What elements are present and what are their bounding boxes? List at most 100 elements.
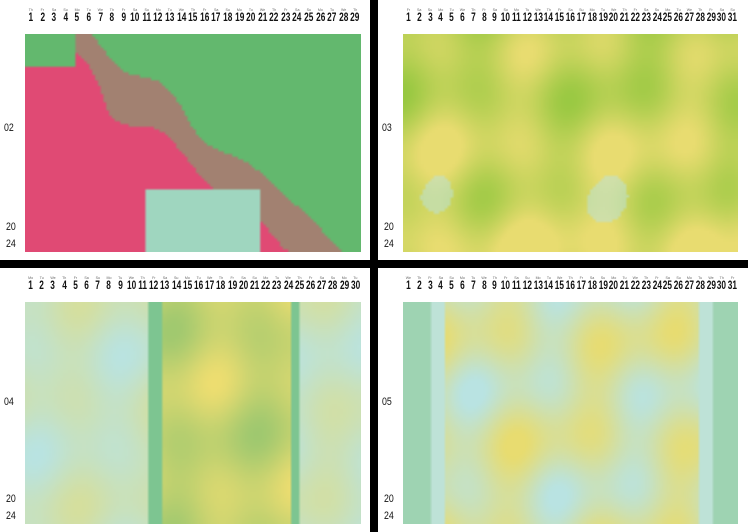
calendar-panel-february: 02 20 24 Th 1 Fr 2 Sa 3 Su 4 Mo 5 Tu 6 We 7 Th 8 Fr 9 Sa 10…	[0, 0, 370, 260]
day-number: 10	[501, 12, 511, 24]
weekday-label: We	[708, 276, 714, 280]
day-number: 1	[28, 280, 33, 292]
weekday-label: Th	[109, 8, 114, 12]
weekday-label: Fr	[202, 8, 207, 12]
weekday-label: Tu	[676, 8, 681, 12]
day-number: 26	[305, 280, 316, 292]
day-number: 8	[106, 280, 112, 292]
year-label-top: 20	[6, 221, 16, 233]
weekday-label: Th	[698, 8, 703, 12]
weekday-label: Tu	[86, 8, 91, 12]
day-number: 3	[427, 280, 433, 292]
day-number: 17	[211, 12, 221, 24]
weekday-label: Mo	[438, 8, 444, 12]
weekday-label: Th	[644, 276, 649, 280]
day-number: 19	[598, 12, 608, 24]
day-number: 4	[438, 12, 444, 24]
day-number: 13	[533, 280, 543, 292]
day-number: 1	[28, 12, 34, 24]
day-number: 18	[587, 280, 597, 292]
day-number: 23	[641, 12, 651, 24]
weekday-label: Tu	[546, 276, 551, 280]
weekday-label: We	[97, 8, 103, 12]
weekday-label: Th	[353, 8, 358, 12]
day-number: 16	[199, 12, 210, 24]
day-number: 1	[406, 280, 411, 292]
day-number: 29	[706, 280, 716, 292]
weekday-label: Fr	[283, 8, 288, 12]
weekday-label: Su	[503, 8, 508, 12]
day-number: 7	[95, 280, 101, 292]
day-number: 21	[257, 12, 268, 24]
day-number: 19	[598, 280, 608, 292]
weekday-label: Fr	[40, 8, 45, 12]
day-number: 10	[130, 12, 140, 24]
heatmap-march	[403, 34, 738, 252]
weekday-label: Su	[173, 276, 179, 280]
weekday-label: Fr	[406, 8, 411, 12]
day-number: 15	[182, 280, 192, 292]
day-number: 29	[350, 12, 360, 24]
heatmap-may	[403, 302, 738, 524]
day-number: 23	[281, 12, 291, 24]
day-number: 27	[684, 12, 694, 24]
day-number: 28	[338, 12, 349, 24]
calendar-panel-march: 03 20 24 Fr 1 Sa 2 Su 3 Mo 4 Tu 5 We 6 Th 7 Fr 8 Sa 9 Su 10…	[378, 0, 748, 260]
weekday-label: Su	[600, 276, 606, 280]
day-number: 12	[149, 280, 159, 292]
weekday-label: Th	[190, 8, 196, 12]
day-number: 26	[315, 12, 326, 24]
day-number: 23	[641, 280, 651, 292]
weekday-label: Th	[28, 8, 33, 12]
day-number: 5	[73, 280, 78, 292]
year-label-bottom: 24	[6, 238, 16, 250]
weekday-label: We	[481, 276, 487, 280]
day-number: 24	[652, 280, 662, 292]
day-number: 4	[61, 280, 67, 292]
month-label: 02	[4, 122, 14, 134]
weekday-label: Sa	[416, 8, 422, 12]
weekday-label: Sa	[319, 276, 324, 280]
day-number: 28	[695, 280, 705, 292]
day-number: 10	[501, 280, 511, 292]
weekday-label: Fr	[230, 276, 234, 280]
weekday-label: Tu	[622, 276, 627, 280]
day-number: 12	[522, 280, 532, 292]
weekday-label: Tu	[196, 276, 201, 280]
year-label-top: 20	[384, 493, 394, 505]
day-number: 3	[50, 280, 56, 292]
day-number: 8	[481, 280, 487, 292]
weekday-label: Th	[297, 276, 302, 280]
day-number: 13	[533, 12, 543, 24]
day-number: 24	[283, 280, 293, 292]
weekday-label: Tu	[274, 276, 280, 280]
day-number: 3	[51, 12, 57, 24]
day-number: 7	[97, 12, 103, 24]
weekday-label: Th	[271, 8, 277, 12]
day-number: 9	[492, 280, 498, 292]
year-label-top: 20	[6, 493, 16, 505]
weekday-label: Th	[218, 276, 224, 280]
day-number: 11	[512, 12, 521, 24]
day-number: 11	[512, 280, 521, 292]
day-number: 9	[121, 12, 126, 24]
day-number: 18	[587, 12, 597, 24]
day-number: 26	[673, 12, 684, 24]
day-number: 24	[652, 12, 662, 24]
weekday-label: Th	[568, 276, 573, 280]
month-label: 04	[4, 396, 14, 408]
weekday-label: We	[207, 276, 213, 280]
weekday-label: Sa	[643, 8, 649, 12]
weekday-label: Su	[95, 276, 100, 280]
day-number: 20	[609, 280, 619, 292]
month-label: 03	[382, 122, 392, 134]
day-number: 9	[117, 280, 123, 292]
day-number: 19	[234, 12, 244, 24]
day-number: 5	[449, 280, 454, 292]
weekday-label: Mo	[155, 8, 161, 12]
weekday-label: Mo	[611, 276, 617, 280]
weekday-label: Su	[63, 8, 68, 12]
weekday-label: Fr	[308, 276, 313, 280]
weekday-label: Fr	[428, 276, 432, 280]
day-number: 30	[350, 280, 360, 292]
